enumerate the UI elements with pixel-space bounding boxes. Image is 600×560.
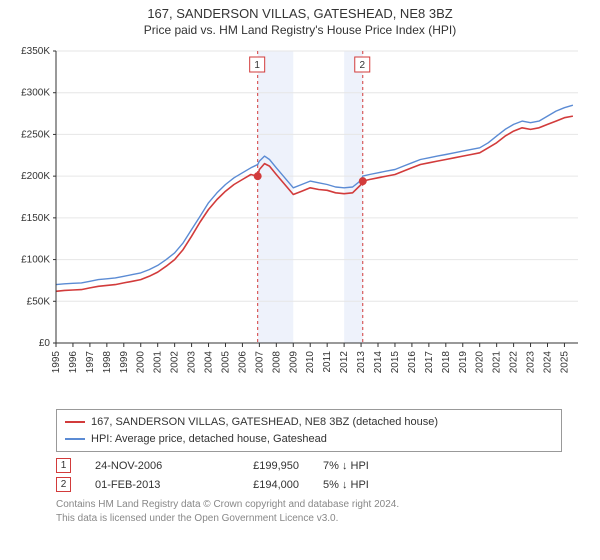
legend-swatch-1 — [65, 421, 85, 423]
svg-text:1996: 1996 — [68, 351, 79, 374]
footer-line-1: Contains HM Land Registry data © Crown c… — [56, 498, 562, 512]
svg-text:£0: £0 — [39, 338, 51, 349]
svg-text:1998: 1998 — [102, 351, 113, 374]
svg-text:2008: 2008 — [271, 351, 282, 374]
svg-text:2009: 2009 — [288, 351, 299, 374]
svg-text:2011: 2011 — [322, 351, 333, 373]
svg-text:2013: 2013 — [356, 351, 367, 374]
chart-area: £0 £50K £100K £150K £200K £250K £300K £350K 1995… — [8, 43, 592, 403]
svg-text:2018: 2018 — [441, 351, 452, 374]
svg-text:£300K: £300K — [21, 88, 50, 99]
svg-text:2: 2 — [359, 60, 365, 71]
legend-box: 167, SANDERSON VILLAS, GATESHEAD, NE8 3B… — [56, 409, 562, 452]
svg-text:2023: 2023 — [526, 351, 537, 374]
footer-line-2: This data is licensed under the Open Gov… — [56, 512, 562, 526]
svg-text:2001: 2001 — [153, 351, 164, 374]
svg-text:2024: 2024 — [542, 351, 553, 374]
legend-label-2: HPI: Average price, detached house, Gate… — [91, 431, 327, 448]
marker-diff-2: 5% ↓ HPI — [323, 479, 413, 491]
event-markers-table: 1 24-NOV-2006 £199,950 7% ↓ HPI 2 01-FEB… — [56, 456, 562, 494]
marker-date-1: 24-NOV-2006 — [95, 460, 205, 472]
svg-text:2005: 2005 — [220, 351, 231, 374]
svg-text:2004: 2004 — [204, 351, 215, 374]
marker-badge-2: 2 — [56, 477, 71, 492]
legend-swatch-2 — [65, 438, 85, 440]
svg-text:£250K: £250K — [21, 129, 50, 140]
svg-text:1997: 1997 — [85, 351, 96, 374]
legend-row-2: HPI: Average price, detached house, Gate… — [65, 431, 553, 448]
footer-attribution: Contains HM Land Registry data © Crown c… — [56, 498, 562, 525]
marker-price-1: £199,950 — [229, 460, 299, 472]
legend-row-1: 167, SANDERSON VILLAS, GATESHEAD, NE8 3B… — [65, 414, 553, 431]
svg-text:1995: 1995 — [51, 351, 62, 374]
marker-badge-1: 1 — [56, 458, 71, 473]
svg-text:£150K: £150K — [21, 213, 50, 224]
marker-diff-1: 7% ↓ HPI — [323, 460, 413, 472]
svg-text:2002: 2002 — [170, 351, 181, 374]
legend-label-1: 167, SANDERSON VILLAS, GATESHEAD, NE8 3B… — [91, 414, 438, 431]
svg-text:2019: 2019 — [458, 351, 469, 374]
hpi-chart-container: 167, SANDERSON VILLAS, GATESHEAD, NE8 3B… — [0, 0, 600, 525]
marker-price-2: £194,000 — [229, 479, 299, 491]
svg-text:2000: 2000 — [136, 351, 147, 374]
svg-text:£50K: £50K — [27, 296, 51, 307]
chart-title: 167, SANDERSON VILLAS, GATESHEAD, NE8 3B… — [8, 6, 592, 21]
line-chart-svg: £0 £50K £100K £150K £200K £250K £300K £350K 1995… — [8, 43, 592, 403]
svg-text:£350K: £350K — [21, 46, 50, 57]
svg-text:£200K: £200K — [21, 171, 50, 182]
svg-text:2021: 2021 — [492, 351, 503, 374]
svg-text:2010: 2010 — [305, 351, 316, 374]
svg-text:2022: 2022 — [509, 351, 520, 374]
marker-date-2: 01-FEB-2013 — [95, 479, 205, 491]
svg-text:2007: 2007 — [254, 351, 265, 374]
chart-subtitle: Price paid vs. HM Land Registry's House … — [8, 23, 592, 37]
svg-text:2003: 2003 — [187, 351, 198, 374]
svg-text:2015: 2015 — [390, 351, 401, 374]
marker-row-1: 1 24-NOV-2006 £199,950 7% ↓ HPI — [56, 456, 562, 475]
marker-row-2: 2 01-FEB-2013 £194,000 5% ↓ HPI — [56, 475, 562, 494]
svg-text:2006: 2006 — [237, 351, 248, 374]
svg-text:2017: 2017 — [424, 351, 435, 374]
svg-text:2020: 2020 — [475, 351, 486, 374]
svg-text:£100K: £100K — [21, 255, 50, 266]
svg-text:1: 1 — [254, 60, 260, 71]
svg-text:1999: 1999 — [119, 351, 130, 374]
svg-text:2016: 2016 — [407, 351, 418, 374]
svg-text:2025: 2025 — [559, 351, 570, 374]
svg-text:2012: 2012 — [339, 351, 350, 374]
svg-text:2014: 2014 — [373, 351, 384, 374]
